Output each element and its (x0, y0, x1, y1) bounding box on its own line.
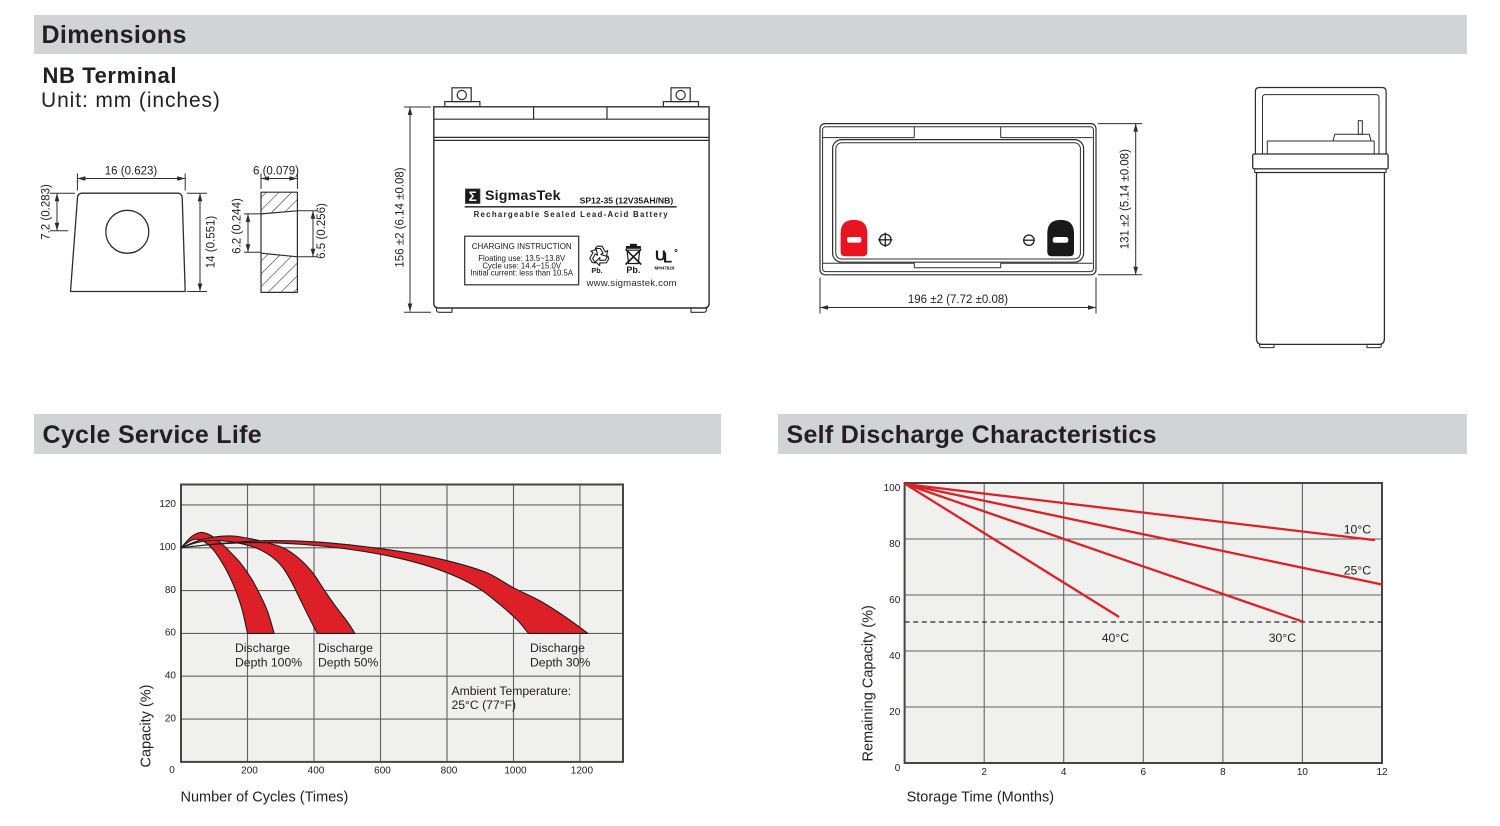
svg-text:400: 400 (308, 766, 325, 777)
svg-text:60: 60 (165, 628, 177, 639)
svg-text:0: 0 (895, 763, 901, 774)
svg-text:40°C: 40°C (1102, 631, 1129, 645)
svg-text:80: 80 (165, 585, 177, 596)
svg-text:120: 120 (159, 499, 176, 510)
svg-text:25°C (77°F): 25°C (77°F) (452, 698, 517, 712)
svg-text:196 ±2 (7.72 ±0.08): 196 ±2 (7.72 ±0.08) (908, 294, 1008, 306)
svg-text:Storage Time (Months): Storage Time (Months) (907, 790, 1054, 806)
svg-text:www.sigmastek.com: www.sigmastek.com (586, 278, 677, 289)
svg-text:8: 8 (1220, 767, 1226, 778)
svg-text:100: 100 (159, 542, 176, 553)
svg-text:UL: UL (655, 247, 672, 266)
svg-text:10: 10 (1297, 767, 1309, 778)
svg-text:40: 40 (889, 651, 901, 662)
svg-text:CHARGING INSTRUCTION: CHARGING INSTRUCTION (472, 242, 572, 251)
svg-text:12: 12 (1376, 767, 1388, 778)
svg-text:20: 20 (165, 713, 177, 724)
svg-text:600: 600 (374, 766, 391, 777)
svg-text:10°C: 10°C (1344, 523, 1371, 537)
svg-text:6: 6 (1141, 767, 1147, 778)
svg-text:4: 4 (1061, 767, 1067, 778)
svg-text:6.2 (0.244): 6.2 (0.244) (232, 198, 244, 254)
svg-text:Pb.: Pb. (591, 266, 602, 275)
svg-text:200: 200 (241, 766, 258, 777)
svg-text:100: 100 (884, 483, 901, 494)
svg-text:Discharge: Discharge (318, 641, 373, 655)
svg-text:Rechargeable Sealed Lead-Acid: Rechargeable Sealed Lead-Acid Battery (474, 210, 669, 219)
svg-text:25°C: 25°C (1344, 564, 1371, 578)
svg-text:80: 80 (889, 539, 901, 550)
svg-text:Pb.: Pb. (626, 265, 640, 275)
svg-text:156 ±2 (6.14 ±0.08): 156 ±2 (6.14 ±0.08) (395, 167, 407, 267)
svg-text:Floating use: 13.5~13.8V: Floating use: 13.5~13.8V (478, 254, 566, 263)
svg-text:16 (0.623): 16 (0.623) (105, 166, 158, 178)
svg-text:6 (0.079): 6 (0.079) (253, 166, 299, 178)
svg-text:Cycle use: 14.4~15.0V: Cycle use: 14.4~15.0V (482, 261, 561, 270)
svg-text:SP12-35 (12V35AH/NB): SP12-35 (12V35AH/NB) (580, 196, 674, 206)
svg-text:2: 2 (981, 767, 987, 778)
svg-text:Discharge: Discharge (235, 641, 290, 655)
svg-text:40: 40 (165, 670, 177, 681)
svg-text:Ambient Temperature:: Ambient Temperature: (452, 684, 572, 698)
svg-text:MH47929: MH47929 (655, 266, 675, 271)
svg-text:131 ±2 (5.14 ±0.08): 131 ±2 (5.14 ±0.08) (1120, 149, 1132, 249)
svg-text:30°C: 30°C (1269, 631, 1296, 645)
svg-text:14 (0.551): 14 (0.551) (206, 216, 218, 269)
svg-text:1000: 1000 (504, 766, 527, 777)
svg-text:60: 60 (889, 595, 901, 606)
svg-text:SigmasTek: SigmasTek (485, 188, 561, 204)
svg-text:Depth 50%: Depth 50% (318, 656, 378, 670)
svg-text:6.5 (0.256): 6.5 (0.256) (316, 203, 328, 259)
svg-text:Discharge: Discharge (530, 641, 585, 655)
svg-text:Initial current: less than 10.: Initial current: less than 10.5A (470, 269, 574, 278)
svg-text:0: 0 (169, 765, 175, 776)
svg-text:Capacity (%): Capacity (%) (139, 685, 155, 768)
svg-text:Remaining Capacity (%): Remaining Capacity (%) (861, 605, 877, 761)
svg-text:1200: 1200 (571, 766, 594, 777)
svg-text:20: 20 (889, 707, 901, 718)
svg-text:Depth 100%: Depth 100% (235, 656, 302, 670)
svg-text:Σ: Σ (469, 189, 477, 204)
svg-text:Depth 30%: Depth 30% (530, 656, 590, 670)
svg-text:800: 800 (441, 766, 458, 777)
svg-text:7.2 (0.283): 7.2 (0.283) (41, 184, 53, 240)
svg-text:Number of Cycles (Times): Number of Cycles (Times) (181, 790, 349, 806)
